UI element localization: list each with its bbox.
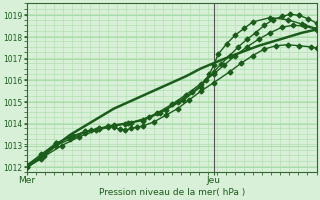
X-axis label: Pression niveau de la mer( hPa ): Pression niveau de la mer( hPa ) — [99, 188, 245, 197]
